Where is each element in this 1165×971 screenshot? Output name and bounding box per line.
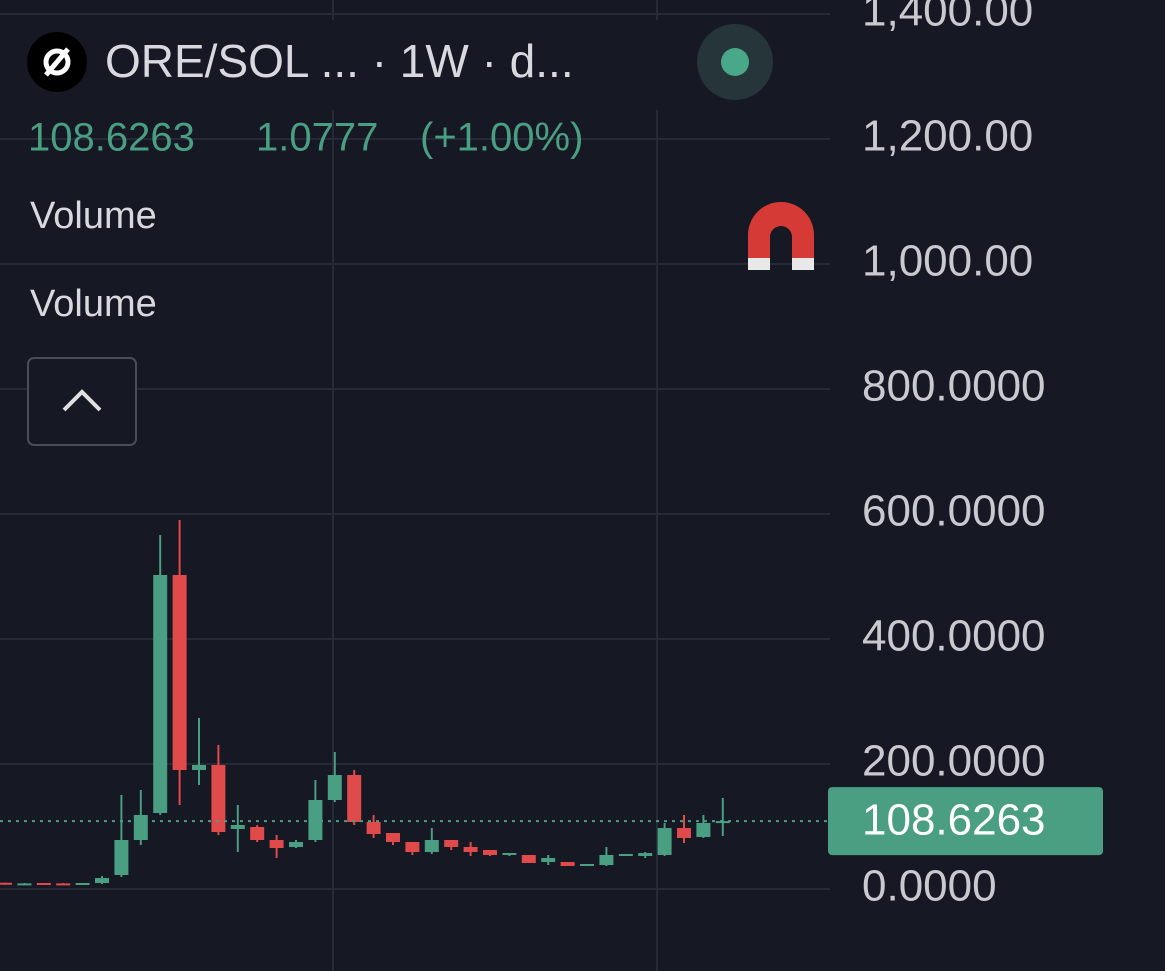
candle-body xyxy=(638,853,653,856)
candle-body xyxy=(327,775,342,800)
candle-body xyxy=(56,883,71,886)
y-tick-label: 600.0000 xyxy=(862,487,1046,536)
candle-body xyxy=(463,847,478,852)
candle-body xyxy=(541,858,556,862)
candle-body xyxy=(95,878,109,883)
magnet-tip xyxy=(792,258,814,270)
candle-body xyxy=(133,815,148,840)
candle-body xyxy=(153,575,168,813)
y-tick-label: 1,200.00 xyxy=(862,112,1033,161)
candle-body xyxy=(618,854,633,856)
magnet-icon[interactable] xyxy=(748,202,814,268)
candles xyxy=(0,520,830,886)
chevron-up xyxy=(62,389,102,412)
y-tick-label: 1,400.00 xyxy=(862,0,1033,36)
candle-body xyxy=(114,840,129,875)
last-price-box xyxy=(828,787,1103,856)
candle-body xyxy=(444,840,459,847)
collapse-button[interactable] xyxy=(27,357,137,446)
candle-body xyxy=(405,842,420,852)
grid xyxy=(0,13,830,890)
symbol-icon-slash xyxy=(44,47,70,77)
y-tick-label: 1,000.00 xyxy=(862,237,1033,286)
header-bg xyxy=(0,20,830,110)
candle-body xyxy=(677,828,691,838)
candle-body xyxy=(366,822,381,834)
candle-body xyxy=(521,855,536,863)
indicator-label: Volume xyxy=(30,195,157,237)
candle-body xyxy=(483,850,497,855)
candle-body xyxy=(599,855,614,865)
y-tick-label: 800.0000 xyxy=(862,362,1046,411)
y-axis: 0.0000 200.0000 400.0000 600.0000 800.0000 1,… xyxy=(828,0,1103,911)
candle-body xyxy=(17,883,32,886)
candle-body xyxy=(347,775,362,822)
symbol-icon-ring xyxy=(43,48,71,76)
candle-body xyxy=(36,883,51,885)
candle-body xyxy=(75,883,90,885)
y-tick-label: 200.0000 xyxy=(862,737,1046,786)
last-price-label: 108.6263 xyxy=(862,796,1046,845)
indicator-label: Volume xyxy=(30,283,157,325)
symbol-title: ORE/SOL ... · 1W · d... xyxy=(105,35,574,87)
candle-body xyxy=(250,827,265,840)
candle-body xyxy=(560,862,575,866)
change-pct: (+1.00%) xyxy=(420,116,583,160)
candle-body xyxy=(580,864,594,866)
candle-body xyxy=(502,853,517,855)
candle-body xyxy=(211,765,226,832)
candle-body xyxy=(308,800,323,840)
candle-body xyxy=(424,840,439,852)
candle-body xyxy=(230,825,245,829)
y-tick-label: 0.0000 xyxy=(862,862,997,911)
status-dot xyxy=(721,48,749,76)
candle-body xyxy=(172,575,187,770)
candle-body xyxy=(657,828,672,855)
header: ORE/SOL ... · 1W · d... 108.6263 1.0777 … xyxy=(0,20,830,446)
candle-body xyxy=(386,833,400,842)
candle-body xyxy=(0,882,12,885)
candle-body xyxy=(269,840,284,848)
candle-body xyxy=(289,842,303,847)
candle-body xyxy=(192,765,206,770)
candle-body xyxy=(696,823,711,837)
change: 1.0777 xyxy=(256,116,378,160)
y-tick-label: 400.0000 xyxy=(862,612,1046,661)
magnet-tip xyxy=(748,258,770,270)
price: 108.6263 xyxy=(28,116,195,160)
